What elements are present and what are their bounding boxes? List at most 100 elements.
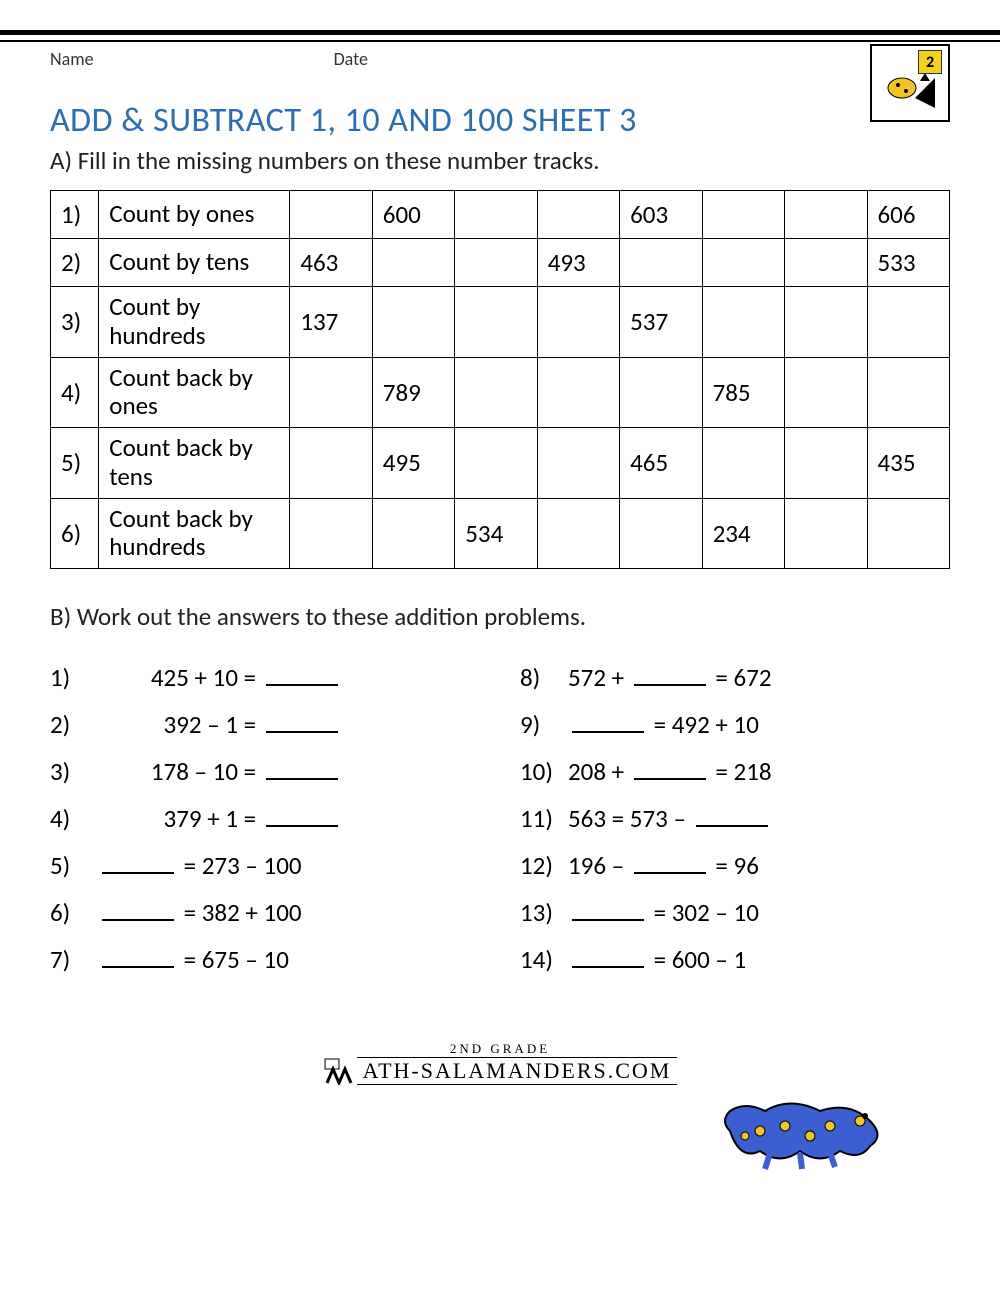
track-cell[interactable] [537,498,619,569]
track-cell[interactable] [867,357,950,428]
track-cell[interactable]: 495 [372,428,454,499]
answer-blank[interactable] [572,904,644,922]
track-cell[interactable]: 785 [702,357,784,428]
track-cell[interactable] [290,357,372,428]
table-row: 4)Count back by ones789785 [51,357,950,428]
equals-sign: = [244,756,262,787]
worksheet-page: Name Date 2 ADD & SUBTRACT 1, 10 AND 100… [0,30,1000,1201]
track-cell[interactable]: 533 [867,239,950,287]
answer-blank[interactable] [102,904,174,922]
track-cell[interactable]: 137 [290,287,372,358]
track-cell[interactable] [620,498,702,569]
row-number: 2) [51,239,99,287]
content: ADD & SUBTRACT 1, 10 AND 100 SHEET 3 A) … [0,70,1000,1201]
answer-blank[interactable] [266,669,338,687]
track-cell[interactable] [620,239,702,287]
track-cell[interactable] [702,287,784,358]
track-cell[interactable] [290,428,372,499]
equals-sign: = [710,850,734,881]
expression-text: 96 [734,850,759,881]
page-title: ADD & SUBTRACT 1, 10 AND 100 SHEET 3 [50,100,950,141]
track-cell[interactable] [290,191,372,239]
problem-number: 7) [50,944,98,975]
track-cell[interactable] [785,287,867,358]
expression-text: 572 + [568,662,624,693]
answer-blank[interactable] [266,716,338,734]
track-cell[interactable] [867,287,950,358]
expression-text: 196 – [568,850,624,881]
answer-blank[interactable] [696,810,768,828]
problem-number: 1) [50,662,98,693]
track-cell[interactable]: 603 [620,191,702,239]
problem-number: 4) [50,803,98,834]
equals-sign: = [244,803,262,834]
track-cell[interactable]: 234 [702,498,784,569]
track-cell[interactable] [455,428,537,499]
equals-sign: = [178,944,202,975]
answer-blank[interactable] [572,951,644,969]
track-cell[interactable]: 465 [620,428,702,499]
track-cell[interactable]: 600 [372,191,454,239]
answer-blank[interactable] [634,763,706,781]
name-date-labels: Name Date [50,48,368,70]
answer-blank[interactable] [572,716,644,734]
expression-text: 302 – 10 [672,897,759,928]
track-cell[interactable] [372,239,454,287]
problem-row: 10)208 + = 218 [520,756,950,787]
track-cell[interactable] [290,498,372,569]
answer-blank[interactable] [102,951,174,969]
number-tracks-table: 1)Count by ones6006036062)Count by tens4… [50,190,950,569]
problem-number: 2) [50,709,98,740]
problem-row: 12)196 – = 96 [520,850,950,881]
track-cell[interactable] [702,239,784,287]
track-cell[interactable] [867,498,950,569]
answer-blank[interactable] [634,857,706,875]
track-cell[interactable]: 789 [372,357,454,428]
track-cell[interactable]: 463 [290,239,372,287]
track-cell[interactable]: 493 [537,239,619,287]
table-row: 6)Count back by hundreds534234 [51,498,950,569]
track-cell[interactable] [455,239,537,287]
track-cell[interactable] [455,191,537,239]
track-cell[interactable] [537,191,619,239]
track-cell[interactable]: 534 [455,498,537,569]
problem-expression: 425 + 10 = [98,662,480,693]
top-rule [0,30,1000,42]
track-cell[interactable] [702,428,784,499]
track-cell[interactable] [372,498,454,569]
track-cell[interactable] [785,191,867,239]
track-cell[interactable] [620,357,702,428]
track-cell[interactable] [785,498,867,569]
track-cell[interactable] [372,287,454,358]
track-cell[interactable] [537,428,619,499]
track-cell[interactable]: 435 [867,428,950,499]
track-cell[interactable]: 537 [620,287,702,358]
track-cell[interactable] [785,357,867,428]
problem-expression: 392 – 1 = [98,709,480,740]
equals-sign: = [710,662,734,693]
equals-sign: = [178,850,202,881]
track-cell[interactable] [785,428,867,499]
row-number: 3) [51,287,99,358]
track-cell[interactable] [455,287,537,358]
track-cell[interactable]: 606 [867,191,950,239]
track-cell[interactable] [785,239,867,287]
answer-blank[interactable] [266,810,338,828]
answer-blank[interactable] [102,857,174,875]
expression-text: 563 [568,803,606,834]
expression-text: 672 [734,662,772,693]
problem-row: 5) = 273 – 100 [50,850,480,881]
table-row: 3)Count by hundreds137537 [51,287,950,358]
problem-number: 8) [520,662,568,693]
track-cell[interactable] [537,287,619,358]
equals-sign: = [244,709,262,740]
problems-container: 1)425 + 10 = 2)392 – 1 = 3)178 – 10 = 4)… [50,646,950,991]
problem-expression: = 382 + 100 [98,897,480,928]
track-cell[interactable] [537,357,619,428]
equals-sign: = [178,897,202,928]
problem-number: 3) [50,756,98,787]
answer-blank[interactable] [634,669,706,687]
track-cell[interactable] [455,357,537,428]
answer-blank[interactable] [266,763,338,781]
track-cell[interactable] [702,191,784,239]
